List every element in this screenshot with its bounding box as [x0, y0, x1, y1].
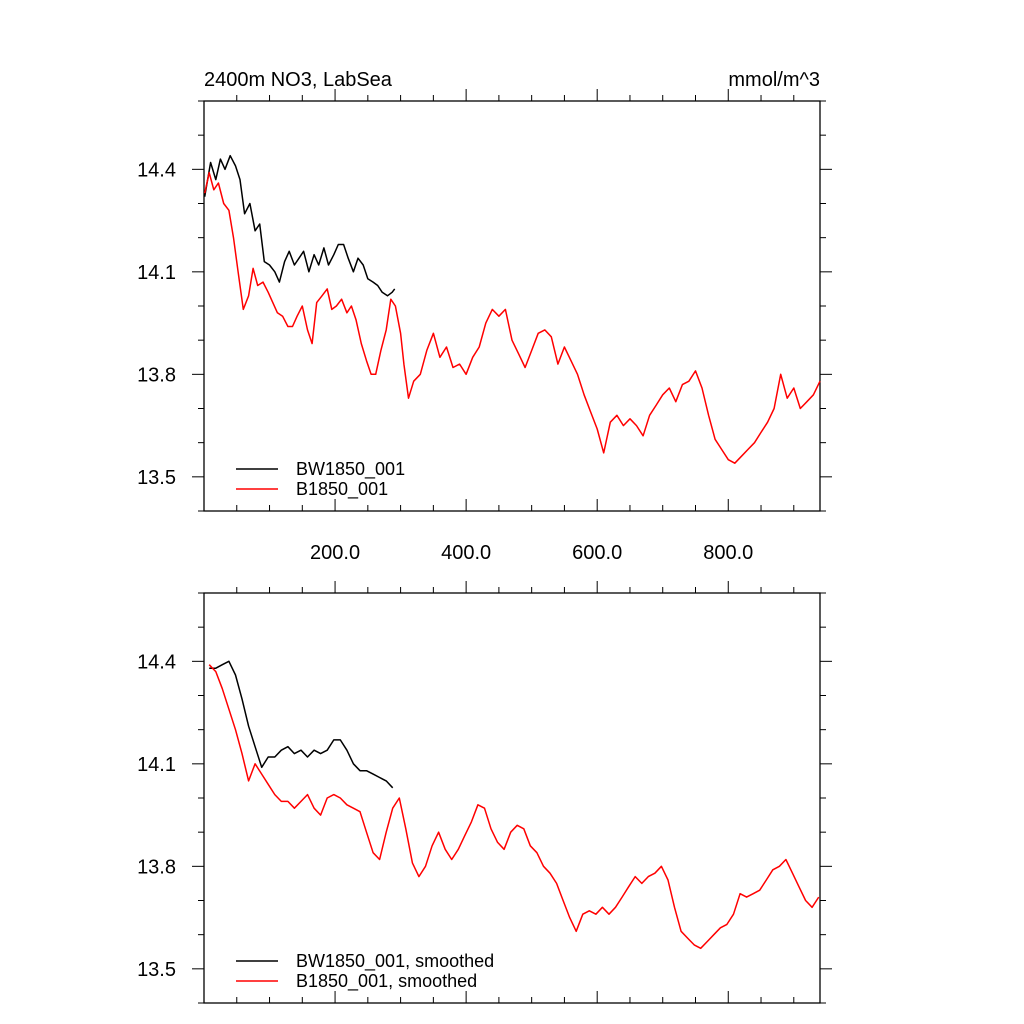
- y-tick-label: 14.1: [137, 754, 176, 776]
- plot-frame: [203, 592, 821, 1004]
- legend-label: B1850_001, smoothed: [296, 971, 477, 992]
- x-tick-label: 800.0: [703, 542, 753, 564]
- bottom-panel: 13.5 13.8 14.1 14.4 BW1850_001, smoothedB185…: [137, 581, 832, 1004]
- x-tick-label: 400.0: [441, 542, 491, 564]
- series-line-0: [209, 660, 394, 789]
- y-tick-label: 13.8: [137, 364, 176, 386]
- y-tick-label: 13.5: [137, 467, 176, 489]
- legend-label: B1850_001: [296, 479, 388, 500]
- y-tick-label: 14.1: [137, 262, 176, 284]
- legend-label: BW1850_001, smoothed: [296, 951, 494, 972]
- series-line-1: [203, 171, 821, 464]
- legend-label: BW1850_001: [296, 459, 405, 480]
- x-tick-label: 600.0: [572, 542, 622, 564]
- panel-title-right: mmol/m^3: [728, 69, 820, 91]
- panel-title-left: 2400m NO3, LabSea: [204, 69, 393, 91]
- series-line-1: [208, 664, 820, 950]
- series-line-0: [203, 154, 396, 297]
- top-panel: 2400m NO3, LabSea mmol/m^3 200.0 400.0 600…: [137, 69, 832, 564]
- y-tick-label: 14.4: [137, 651, 176, 673]
- y-tick-label: 14.4: [137, 159, 176, 181]
- plot-frame: [203, 100, 821, 512]
- y-tick-label: 13.8: [137, 856, 176, 878]
- y-tick-label: 13.5: [137, 959, 176, 981]
- x-tick-label: 200.0: [310, 542, 360, 564]
